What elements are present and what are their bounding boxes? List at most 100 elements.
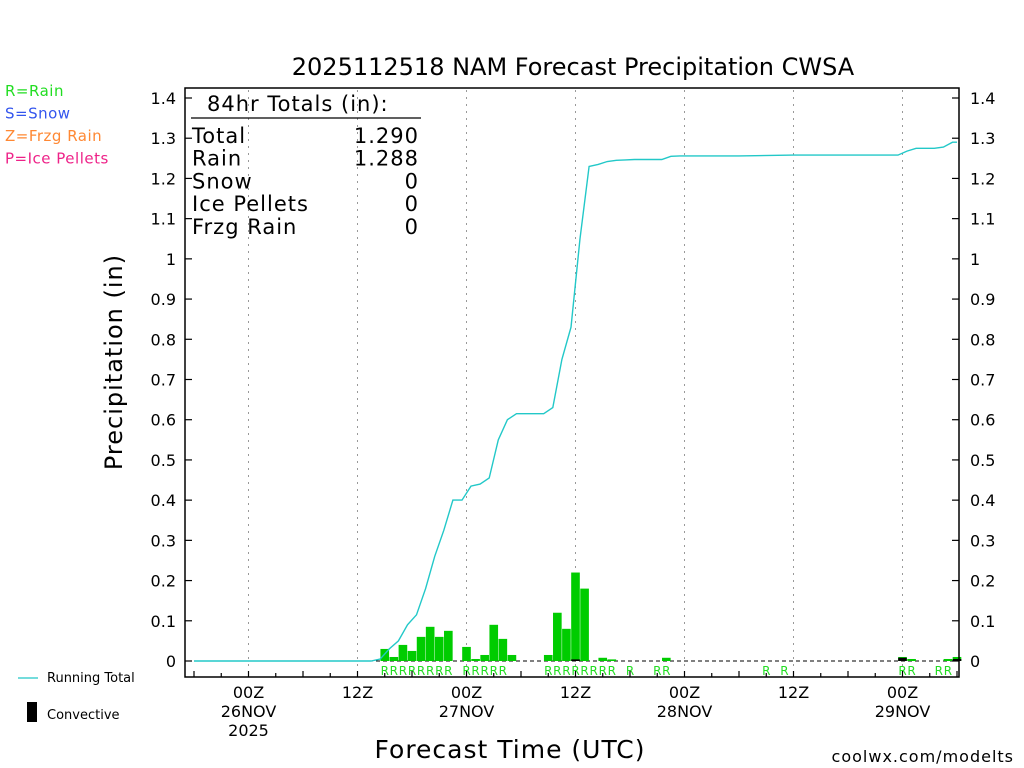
precip-bar — [498, 638, 508, 661]
precip-type-marker: R — [480, 664, 488, 678]
precip-bar — [571, 572, 580, 661]
precip-type-marker: R — [589, 664, 597, 678]
convective-bar — [898, 657, 907, 661]
x-tick-label: 28NOV — [657, 702, 713, 721]
precip-bar — [434, 636, 444, 661]
precip-type-marker: R — [471, 664, 479, 678]
precip-bar — [598, 657, 608, 661]
y-tick-label-left: 0.8 — [151, 330, 176, 349]
precip-bar — [480, 654, 489, 661]
x-tick-label: 12Z — [778, 683, 809, 702]
precip-type-legend: R=Rain S=Snow Z=Frzg Rain P=Ice Pellets — [5, 82, 109, 168]
x-tick-label: 12Z — [342, 683, 373, 702]
y-tick-label-right: 1.3 — [970, 129, 995, 148]
y-tick-label-left: 1.2 — [151, 169, 176, 188]
totals-row-label: Snow — [192, 169, 253, 193]
bars-layer — [380, 572, 962, 661]
totals-box: 84hr Totals (in): Total 1.290 Rain 1.288 Sno… — [191, 92, 421, 239]
y-tick-label-left: 0.5 — [151, 451, 176, 470]
precip-type-marker: R — [399, 664, 407, 678]
y-tick-label-right: 1.2 — [970, 169, 995, 188]
y-tick-label-left: 0.6 — [151, 411, 176, 430]
precip-bar — [407, 650, 417, 661]
convective-bar — [952, 658, 962, 661]
y-tick-label-left: 0.1 — [151, 612, 176, 631]
convective-legend-label: Convective — [47, 708, 120, 723]
precip-type-marker: R — [490, 664, 498, 678]
totals-row-label: Rain — [192, 147, 242, 171]
totals-row-value: 1.290 — [354, 124, 419, 148]
y-tick-label-left: 0.3 — [151, 531, 176, 550]
totals-row-label: Frzg Rain — [192, 215, 297, 239]
precip-type-marker: R — [762, 664, 770, 678]
precip-bar — [562, 628, 571, 661]
precip-bar — [607, 659, 617, 661]
precip-type-marker: R — [662, 664, 670, 678]
precip-bar — [398, 644, 408, 661]
y-tick-label-right: 0.6 — [970, 411, 995, 430]
precip-type-marker: R — [653, 664, 661, 678]
totals-row-value: 1.288 — [354, 147, 419, 171]
precip-type-marker: R — [553, 664, 561, 678]
precip-type-legend-item: Z=Frzg Rain — [5, 127, 102, 145]
precip-type-marker: R — [935, 664, 943, 678]
totals-row-value: 0 — [405, 169, 419, 193]
precip-type-legend-item: R=Rain — [5, 82, 64, 100]
plot-frame — [184, 87, 960, 678]
x-tick-label: 26NOV — [221, 702, 277, 721]
chart-title: 2025112518 NAM Forecast Precipitation CW… — [292, 53, 855, 81]
totals-row-label: Total — [191, 124, 246, 148]
precip-bar — [907, 658, 916, 661]
precip-type-marker: R — [381, 664, 389, 678]
precip-type-marker: R — [444, 664, 452, 678]
totals-row-value: 0 — [405, 192, 419, 216]
convective-bar — [571, 659, 580, 661]
precip-bar — [543, 654, 553, 661]
y-tick-label-right: 0.9 — [970, 290, 995, 309]
precip-bar — [662, 657, 671, 661]
y-tick-label-right: 1.1 — [970, 210, 995, 229]
precip-type-marker: R — [599, 664, 607, 678]
x-tick-label: 12Z — [560, 683, 591, 702]
y-tick-label-left: 1.3 — [151, 129, 176, 148]
series-legend: Running Total Convective — [18, 671, 135, 723]
totals-row-value: 0 — [405, 215, 419, 239]
precip-bar — [462, 646, 471, 661]
y-tick-label-right: 0.7 — [970, 371, 995, 390]
y-tick-label-left: 1.4 — [151, 89, 176, 108]
precip-type-marker: R — [907, 664, 915, 678]
precip-type-marker: R — [580, 664, 588, 678]
y-tick-label-right: 0.5 — [970, 451, 995, 470]
totals-header: 84hr Totals (in): — [207, 92, 389, 116]
convective-legend-swatch — [27, 702, 37, 722]
precip-type-marker: R — [417, 664, 425, 678]
precip-bar — [471, 658, 480, 661]
y-tick-label-left: 1.1 — [151, 210, 176, 229]
y-tick-label-left: 0.9 — [151, 290, 176, 309]
x-tick-label: 00Z — [451, 683, 482, 702]
running-total-line — [194, 141, 957, 662]
precip-type-marker: R — [499, 664, 507, 678]
y-tick-label-right: 0.4 — [970, 491, 995, 510]
y-tick-label-left: 0.4 — [151, 491, 176, 510]
y-tick-label-right: 1.4 — [970, 89, 995, 108]
precip-type-marker: R — [435, 664, 443, 678]
y-tick-label-left: 1 — [166, 250, 176, 269]
watermark: coolwx.com/modelts — [832, 747, 1014, 766]
x-axis-label: Forecast Time (UTC) — [375, 735, 646, 764]
precip-bar — [416, 636, 426, 661]
x-tick-label: 2025 — [228, 721, 269, 740]
precip-type-legend-item: S=Snow — [5, 105, 71, 123]
y-axis-label: Precipitation (in) — [100, 254, 128, 470]
precip-type-legend-item: P=Ice Pellets — [5, 150, 109, 168]
precip-bar — [489, 624, 499, 661]
precip-type-marker: R — [544, 664, 552, 678]
y-tick-label-right: 0.1 — [970, 612, 995, 631]
totals-row-label: Ice Pellets — [192, 192, 309, 216]
precip-bar — [425, 626, 435, 661]
precip-bar — [444, 630, 453, 661]
x-tick-label: 29NOV — [875, 702, 931, 721]
y-tick-label-right: 0.3 — [970, 531, 995, 550]
